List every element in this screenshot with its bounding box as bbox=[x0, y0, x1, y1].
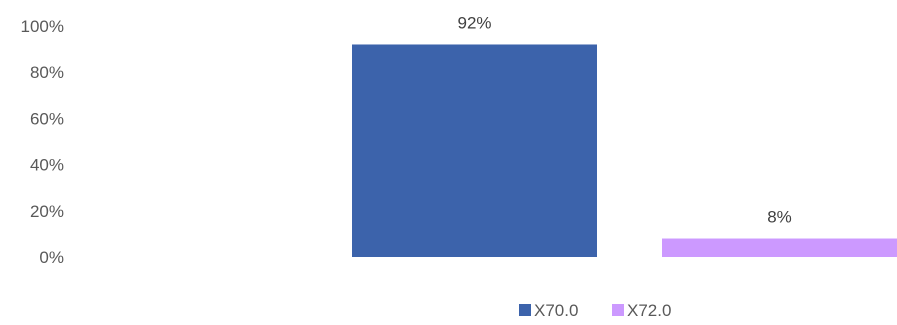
data-label: 8% bbox=[767, 208, 792, 227]
bars bbox=[352, 44, 897, 258]
data-labels: 92% 8% bbox=[457, 13, 791, 226]
legend-swatch bbox=[519, 304, 531, 316]
y-tick-label: 80% bbox=[30, 63, 64, 82]
y-tick-label: 60% bbox=[30, 109, 64, 128]
y-tick-label: 20% bbox=[30, 202, 64, 221]
legend-label: X72.0 bbox=[627, 301, 671, 320]
bar-x70-0 bbox=[352, 44, 597, 258]
legend: X70.0 X72.0 bbox=[519, 301, 671, 320]
legend-label: X70.0 bbox=[534, 301, 578, 320]
y-axis-ticks: 0% 20% 40% 60% 80% 100% bbox=[21, 17, 64, 267]
bar-x72-0 bbox=[662, 238, 897, 257]
y-tick-label: 40% bbox=[30, 156, 64, 175]
legend-swatch bbox=[612, 304, 624, 316]
y-tick-label: 0% bbox=[39, 248, 64, 267]
data-label: 92% bbox=[457, 13, 491, 32]
y-tick-label: 100% bbox=[21, 17, 64, 36]
